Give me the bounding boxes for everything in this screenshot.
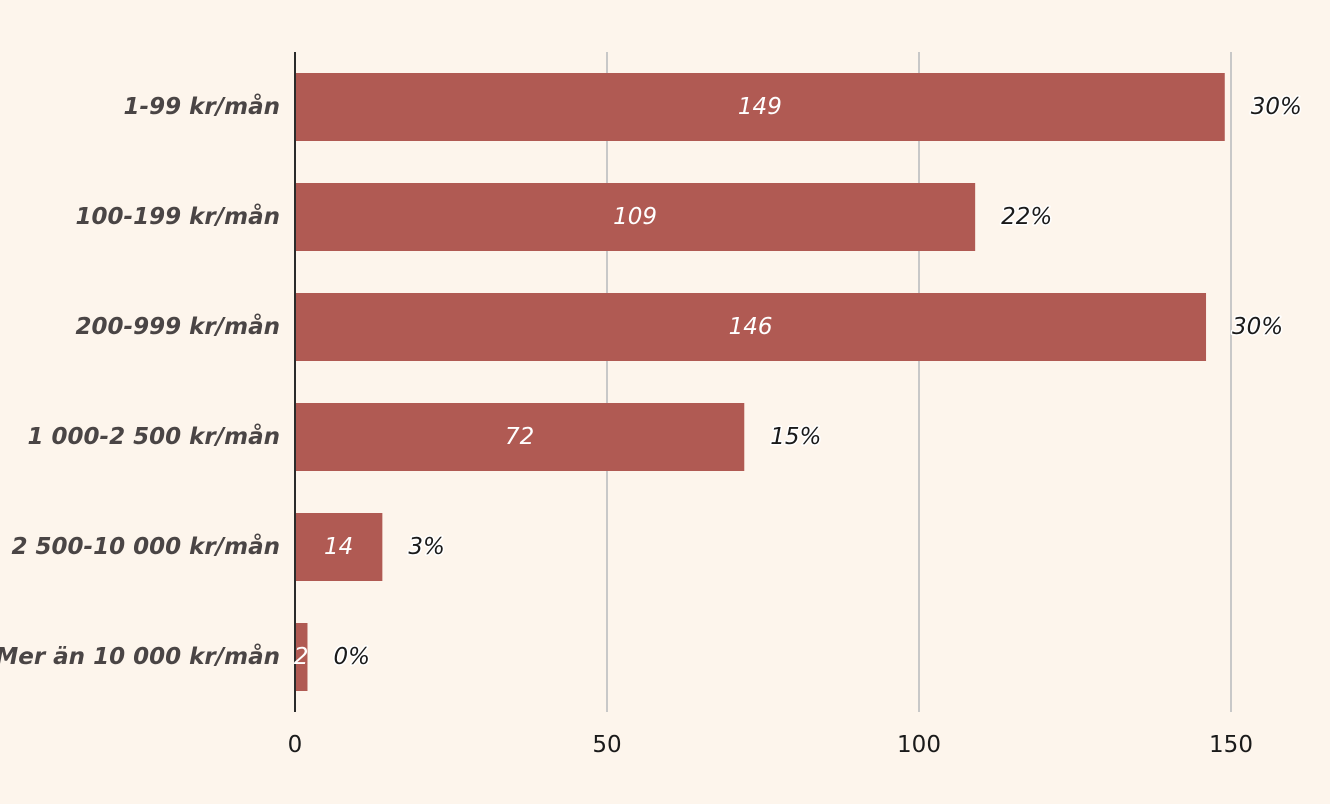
category-label: 2 500-10 000 kr/mån bbox=[12, 533, 281, 560]
x-tick-label: 0 bbox=[288, 732, 303, 758]
bar-value-labels: 149 109 146 72 14 2 bbox=[294, 94, 782, 670]
percent-label: 30% bbox=[1251, 94, 1302, 120]
bar-value-label: 72 bbox=[505, 424, 534, 450]
category-labels: 1-99 kr/mån 100-199 kr/mån 200-999 kr/mån 1… bbox=[0, 93, 280, 670]
bar-value-label: 149 bbox=[738, 94, 782, 120]
percent-label: 0% bbox=[333, 644, 370, 670]
x-tick-label: 150 bbox=[1209, 732, 1253, 758]
percent-label: 3% bbox=[408, 534, 445, 560]
bar-value-label: 2 bbox=[294, 644, 309, 670]
bar bbox=[295, 623, 308, 691]
bar-value-label: 146 bbox=[729, 314, 773, 340]
bar bbox=[295, 183, 976, 251]
percent-label: 30% bbox=[1232, 314, 1283, 340]
bar bbox=[295, 293, 1207, 361]
bar bbox=[295, 73, 1225, 141]
x-tick-label: 100 bbox=[897, 732, 941, 758]
bar-value-label: 109 bbox=[613, 204, 657, 230]
category-label: 1-99 kr/mån bbox=[124, 93, 280, 120]
bar-value-label: 14 bbox=[324, 534, 353, 560]
category-label: 1 000-2 500 kr/mån bbox=[28, 423, 281, 450]
category-label: Mer än 10 000 kr/mån bbox=[0, 643, 280, 670]
x-tick-label: 50 bbox=[592, 732, 621, 758]
bars bbox=[295, 73, 1225, 691]
gridlines bbox=[606, 52, 1232, 712]
category-label: 200-999 kr/mån bbox=[76, 313, 280, 340]
bar bbox=[295, 403, 745, 471]
percent-label: 22% bbox=[1001, 204, 1052, 230]
x-tick-labels: 0 50 100 150 bbox=[288, 732, 1253, 758]
percent-label: 15% bbox=[770, 424, 821, 450]
bar bbox=[295, 513, 383, 581]
percent-labels: 30% 22% 30% 15% 3% 0% bbox=[332, 93, 1303, 672]
category-label: 100-199 kr/mån bbox=[76, 203, 280, 230]
